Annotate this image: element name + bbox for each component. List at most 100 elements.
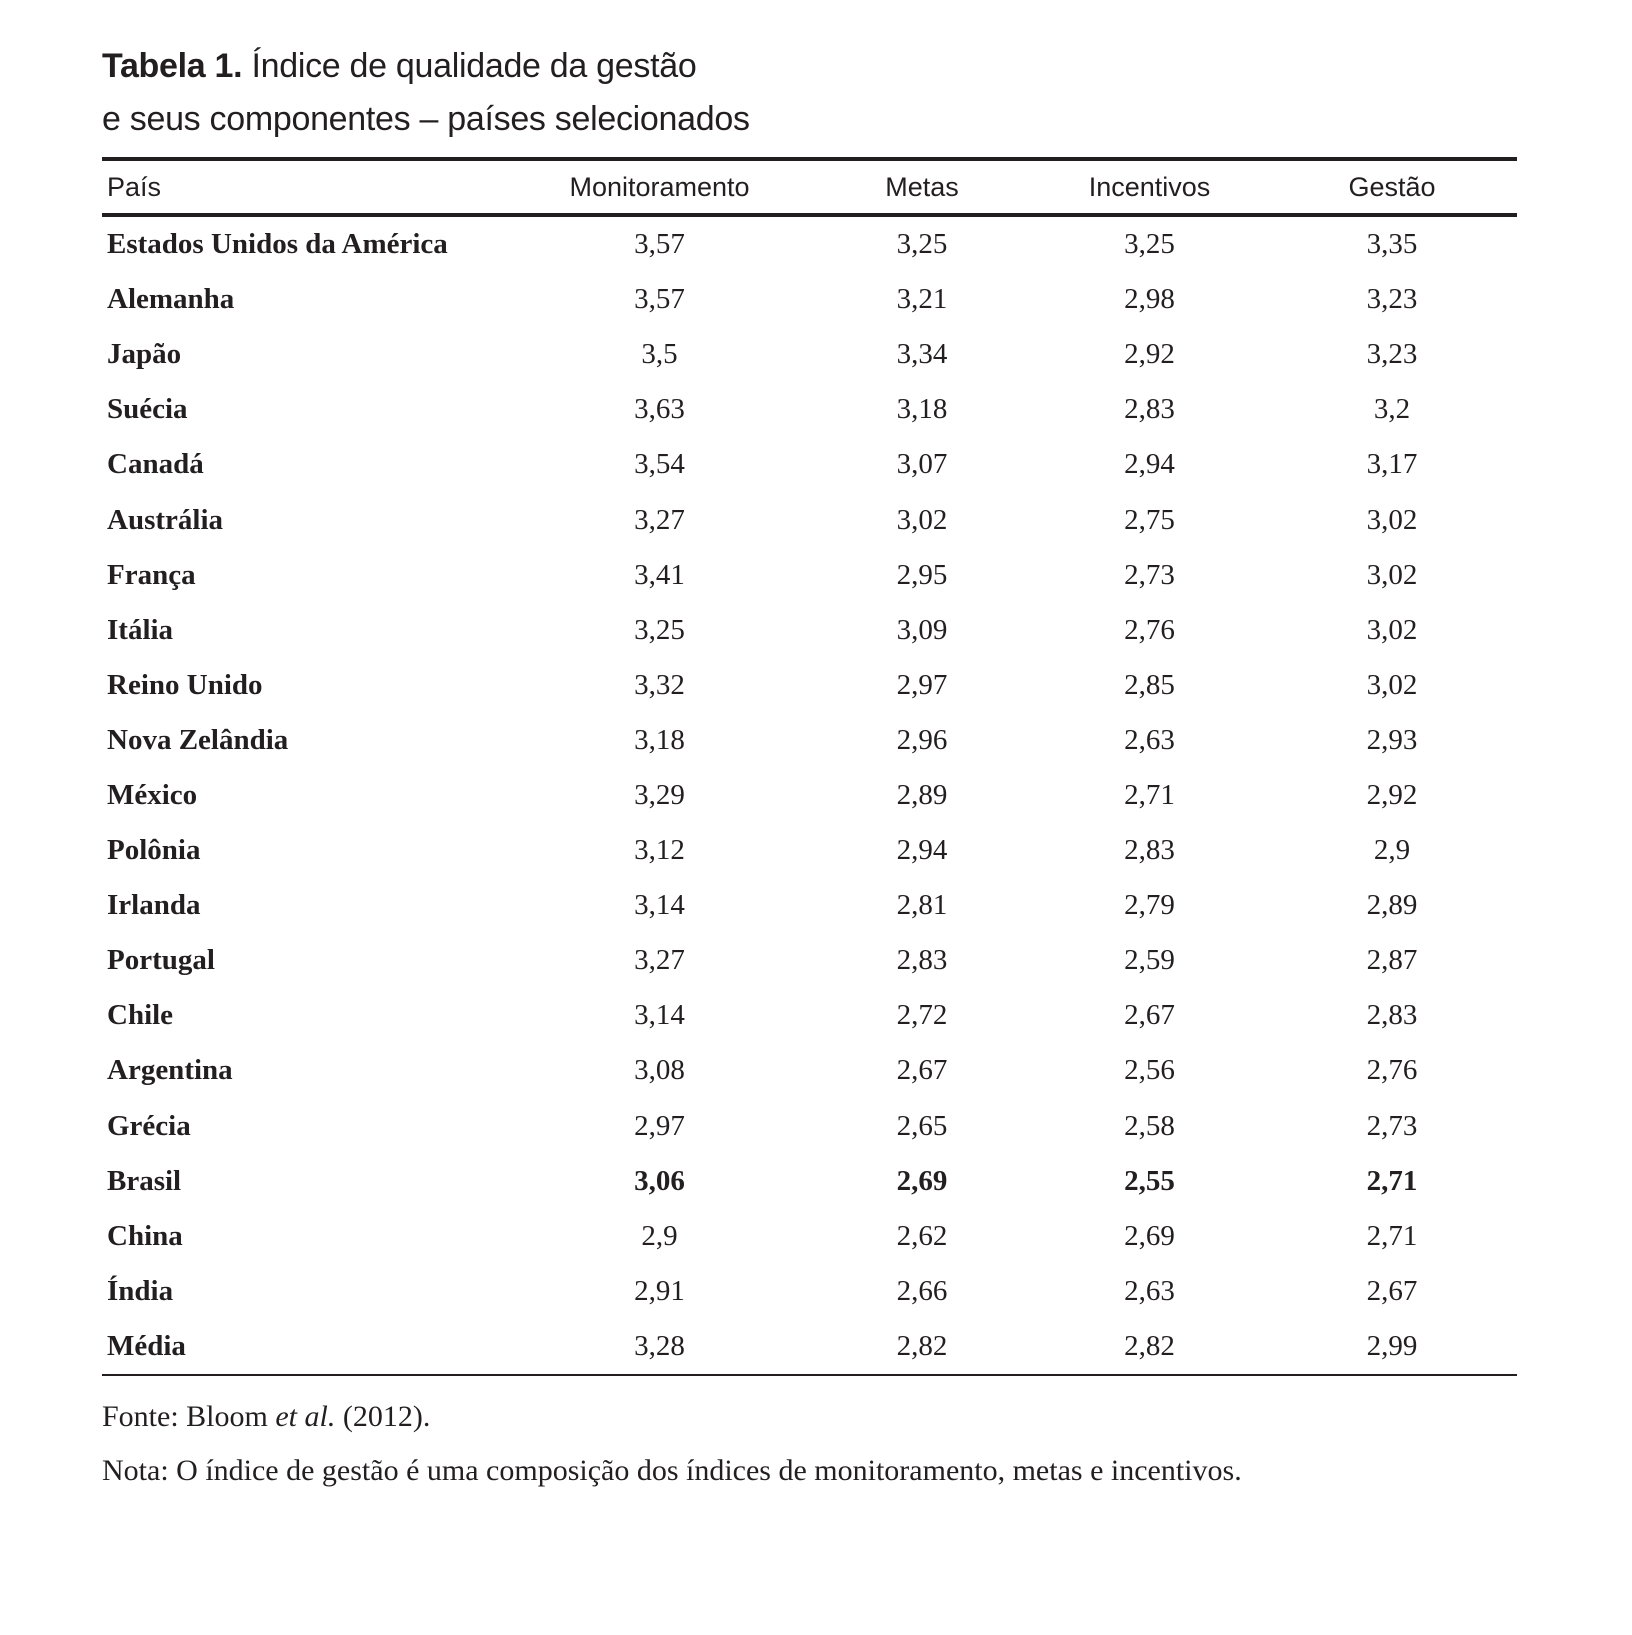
value-cell: 2,62 [896, 1219, 948, 1252]
value-cell: 2,69 [896, 1164, 948, 1197]
value-cell: 2,85 [1124, 668, 1175, 701]
value-cell: 2,82 [896, 1329, 948, 1362]
country-cell: Alemanha [107, 283, 235, 316]
country-cell: Nova Zelândia [107, 723, 289, 756]
value-cell: 2,92 [1124, 338, 1175, 371]
value-cell: 3,57 [634, 283, 685, 316]
source-italic: et al. [275, 1400, 336, 1433]
table-row: Brasil 3,06 2,69 2,55 2,71 [102, 1154, 1517, 1209]
value-cell: 2,81 [896, 889, 948, 922]
table-row: Chile 3,14 2,72 2,67 2,83 [102, 988, 1517, 1043]
table-row: Polônia 3,12 2,94 2,83 2,9 [102, 823, 1517, 878]
value-cell: 2,67 [896, 1054, 948, 1087]
value-cell: 2,76 [1366, 1054, 1418, 1087]
country-cell: Suécia [107, 393, 188, 426]
value-cell: 3,18 [634, 723, 685, 756]
value-cell: 2,94 [1124, 448, 1175, 481]
table-row: Suécia 3,63 3,18 2,83 3,2 [102, 382, 1517, 437]
table-row: China 2,9 2,62 2,69 2,71 [102, 1209, 1517, 1264]
value-cell: 2,66 [896, 1274, 948, 1307]
value-cell: 3,02 [896, 503, 948, 536]
value-cell: 2,9 [641, 1219, 678, 1252]
country-cell: Polônia [107, 834, 201, 867]
value-cell: 3,63 [634, 393, 685, 426]
value-cell: 2,92 [1366, 778, 1418, 811]
country-cell: Índia [107, 1274, 174, 1307]
table-row: Itália 3,25 3,09 2,76 3,02 [102, 603, 1517, 658]
header-row: País Monitoramento Metas Incentivos Gest… [102, 159, 1517, 215]
col-header-monitoramento: Monitoramento [569, 171, 750, 202]
table-row: Argentina 3,08 2,67 2,56 2,76 [102, 1043, 1517, 1098]
value-cell: 2,71 [1366, 1164, 1418, 1197]
table-row: México 3,29 2,89 2,71 2,92 [102, 768, 1517, 823]
table-number: Tabela 1. [102, 47, 243, 85]
col-header-incentivos: Incentivos [1088, 171, 1211, 202]
col-header-pais: País [107, 171, 162, 202]
country-cell: Estados Unidos da América [107, 228, 448, 261]
value-cell: 2,91 [634, 1274, 685, 1307]
value-cell: 2,71 [1366, 1219, 1418, 1252]
value-cell: 2,71 [1124, 778, 1175, 811]
title-line-2: e seus componentes – países selecionados [102, 100, 750, 138]
management-index-table: País Monitoramento Metas Incentivos Gest… [102, 157, 1517, 1376]
title-line-1: Índice de qualidade da gestão [251, 47, 697, 85]
value-cell: 3,32 [634, 668, 685, 701]
value-cell: 3,29 [634, 778, 685, 811]
value-cell: 3,23 [1366, 283, 1418, 316]
country-cell: Austrália [107, 503, 223, 536]
col-header-metas: Metas [885, 171, 959, 202]
col-header-gestao: Gestão [1348, 171, 1436, 202]
value-cell: 2,9 [1373, 834, 1411, 867]
value-cell: 2,96 [896, 723, 948, 756]
value-cell: 2,97 [634, 1109, 685, 1142]
value-cell: 3,25 [896, 228, 948, 261]
value-cell: 2,58 [1124, 1109, 1175, 1142]
value-cell: 3,21 [896, 283, 948, 316]
value-cell: 2,72 [896, 999, 948, 1032]
value-cell: 3,14 [634, 889, 685, 922]
value-cell: 2,73 [1366, 1109, 1418, 1142]
table-row: Japão 3,5 3,34 2,92 3,23 [102, 327, 1517, 382]
country-cell: Portugal [107, 944, 215, 977]
value-cell: 2,63 [1124, 1274, 1175, 1307]
value-cell: 2,76 [1124, 613, 1175, 646]
country-cell: Japão [107, 338, 182, 371]
value-cell: 3,06 [634, 1164, 685, 1197]
value-cell: 2,65 [896, 1109, 948, 1142]
table-notes: Fonte: Bloom et al. (2012). Nota: O índi… [102, 1390, 1242, 1498]
country-cell: Chile [107, 999, 174, 1032]
country-cell: Canadá [107, 448, 204, 481]
country-cell: Média [107, 1329, 186, 1362]
value-cell: 3,02 [1366, 668, 1418, 701]
source-line: Fonte: Bloom et al. (2012). [102, 1390, 1242, 1444]
value-cell: 3,28 [634, 1329, 685, 1362]
table-row: Índia 2,91 2,66 2,63 2,67 [102, 1264, 1517, 1319]
value-cell: 3,12 [634, 834, 685, 867]
value-cell: 2,83 [1124, 834, 1175, 867]
value-cell: 3,14 [634, 999, 685, 1032]
value-cell: 2,82 [1124, 1329, 1175, 1362]
country-cell: Irlanda [107, 889, 201, 922]
table-row: Reino Unido 3,32 2,97 2,85 3,02 [102, 658, 1517, 713]
value-cell: 3,02 [1366, 503, 1418, 536]
value-cell: 3,34 [896, 338, 948, 371]
value-cell: 2,89 [896, 778, 948, 811]
source-prefix: Fonte: Bloom [102, 1400, 276, 1433]
value-cell: 3,5 [641, 338, 678, 371]
value-cell: 3,41 [634, 558, 685, 591]
value-cell: 3,07 [896, 448, 948, 481]
table-row: Portugal 3,27 2,83 2,59 2,87 [102, 933, 1517, 988]
value-cell: 2,67 [1124, 999, 1175, 1032]
value-cell: 2,94 [896, 834, 948, 867]
value-cell: 3,08 [634, 1054, 685, 1087]
table-row: Austrália 3,27 3,02 2,75 3,02 [102, 492, 1517, 547]
value-cell: 2,75 [1124, 503, 1175, 536]
value-cell: 3,02 [1366, 558, 1418, 591]
value-cell: 3,18 [896, 393, 948, 426]
table-row: França 3,41 2,95 2,73 3,02 [102, 548, 1517, 603]
value-cell: 3,2 [1373, 393, 1411, 426]
value-cell: 3,17 [1366, 448, 1418, 481]
value-cell: 2,63 [1124, 723, 1175, 756]
value-cell: 2,93 [1366, 723, 1418, 756]
table-row: Estados Unidos da América 3,57 3,25 3,25 3,3… [102, 215, 1517, 272]
